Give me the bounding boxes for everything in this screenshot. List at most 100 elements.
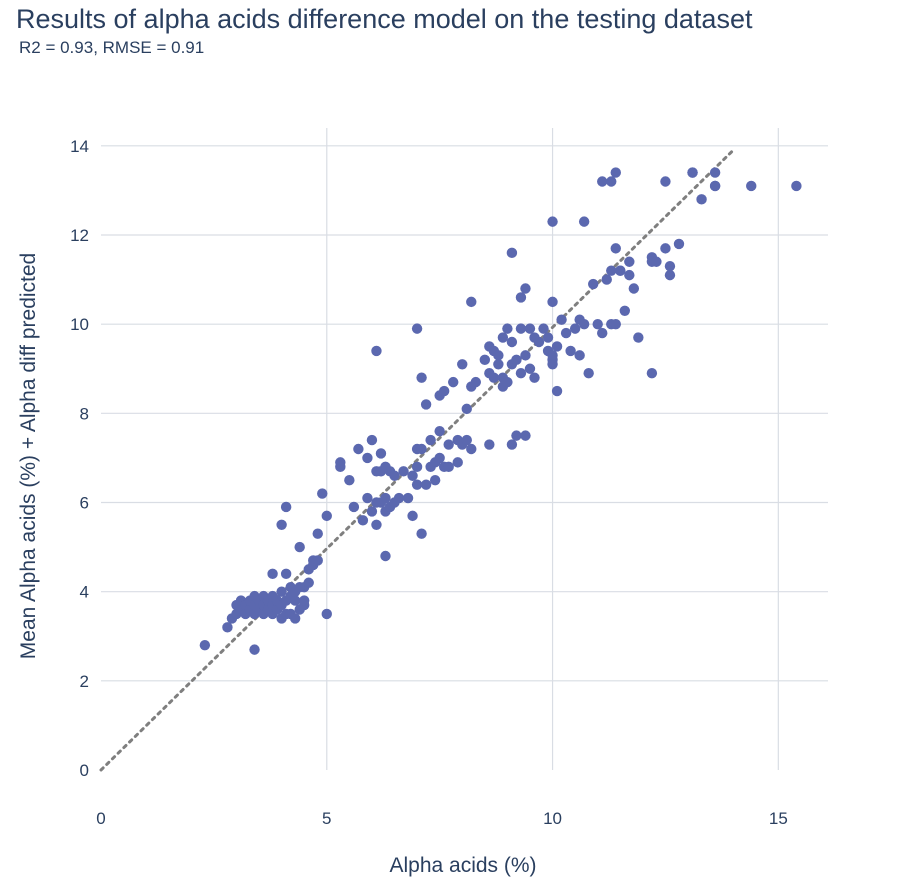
data-point — [425, 434, 436, 446]
data-point — [524, 363, 536, 374]
data-point — [660, 176, 671, 187]
data-point — [294, 541, 305, 553]
x-tick-label: 10 — [543, 809, 562, 828]
data-point — [515, 323, 527, 334]
data-point — [280, 501, 292, 513]
data-point — [416, 443, 427, 455]
chart-title: Results of alpha acids difference model … — [16, 4, 753, 34]
data-point — [664, 269, 676, 281]
data-point — [362, 452, 373, 464]
data-point — [551, 341, 563, 352]
data-point — [565, 345, 576, 357]
data-point — [375, 448, 387, 459]
x-tick-label: 5 — [322, 809, 331, 828]
data-point — [416, 372, 427, 383]
data-point — [438, 385, 450, 397]
data-point — [606, 176, 617, 187]
data-points — [199, 167, 802, 655]
data-point — [551, 385, 563, 397]
data-point — [574, 350, 585, 361]
data-point — [746, 180, 757, 192]
data-point — [267, 590, 278, 602]
data-point — [389, 470, 400, 481]
x-tick-label: 15 — [769, 809, 788, 828]
data-point — [624, 269, 635, 281]
data-point — [366, 506, 378, 517]
data-point — [276, 586, 287, 597]
data-point — [511, 354, 522, 366]
data-point — [502, 376, 513, 388]
data-point — [520, 283, 531, 294]
data-point — [696, 194, 707, 205]
data-point — [583, 368, 594, 379]
data-point — [461, 403, 472, 415]
data-point — [366, 434, 378, 446]
data-point — [276, 519, 287, 530]
data-point — [466, 443, 477, 455]
data-point — [547, 216, 558, 227]
data-point — [470, 376, 481, 388]
data-point — [587, 278, 599, 290]
data-point — [506, 247, 518, 259]
data-point — [497, 332, 509, 343]
data-point — [615, 265, 626, 276]
data-point — [312, 555, 323, 566]
data-point — [660, 243, 671, 254]
data-point — [610, 167, 621, 178]
data-point — [371, 519, 382, 530]
data-point — [289, 595, 301, 606]
y-axis-label: Mean Alpha acids (%) + Alpha diff predic… — [17, 253, 40, 659]
y-tick-label: 10 — [70, 315, 89, 334]
data-point — [606, 265, 617, 276]
data-point — [673, 238, 685, 250]
data-point — [411, 323, 423, 334]
data-point — [592, 318, 603, 330]
data-point — [578, 216, 590, 227]
y-tick-label: 14 — [70, 137, 89, 156]
data-point — [624, 256, 635, 267]
data-point — [791, 180, 802, 192]
data-point — [484, 439, 495, 450]
data-point — [461, 434, 472, 446]
data-point — [556, 314, 567, 325]
data-point — [651, 256, 662, 267]
y-tick-label: 8 — [80, 404, 89, 423]
data-point — [317, 488, 328, 499]
data-point — [407, 510, 418, 522]
data-point — [267, 568, 278, 580]
data-point — [199, 639, 211, 651]
data-point — [529, 372, 540, 383]
data-point — [335, 461, 346, 473]
data-point — [533, 336, 545, 348]
data-point — [502, 323, 513, 334]
chart-subtitle: R2 = 0.93, RMSE = 0.91 — [19, 38, 205, 57]
data-point — [411, 479, 423, 490]
y-tick-label: 12 — [70, 226, 89, 245]
y-tick-label: 0 — [80, 761, 89, 780]
x-tick-label: 0 — [96, 809, 105, 828]
data-point — [380, 550, 391, 562]
data-point — [610, 318, 621, 330]
data-point — [289, 613, 301, 624]
data-point — [416, 528, 427, 539]
data-point — [371, 345, 382, 357]
data-point — [547, 359, 558, 370]
data-point — [578, 318, 590, 330]
data-point — [448, 376, 459, 388]
data-point — [411, 461, 423, 473]
data-point — [443, 439, 454, 450]
data-point — [506, 336, 518, 348]
data-point — [303, 577, 314, 588]
data-point — [560, 327, 572, 339]
data-point — [312, 528, 323, 539]
reference-line-layer — [99, 148, 735, 772]
data-point — [452, 457, 463, 468]
reference-line — [99, 148, 735, 772]
data-point — [357, 515, 369, 526]
data-point — [294, 582, 305, 593]
data-point — [493, 359, 504, 370]
data-point — [664, 261, 676, 272]
data-point — [466, 296, 477, 308]
y-tick-label: 2 — [80, 672, 89, 691]
